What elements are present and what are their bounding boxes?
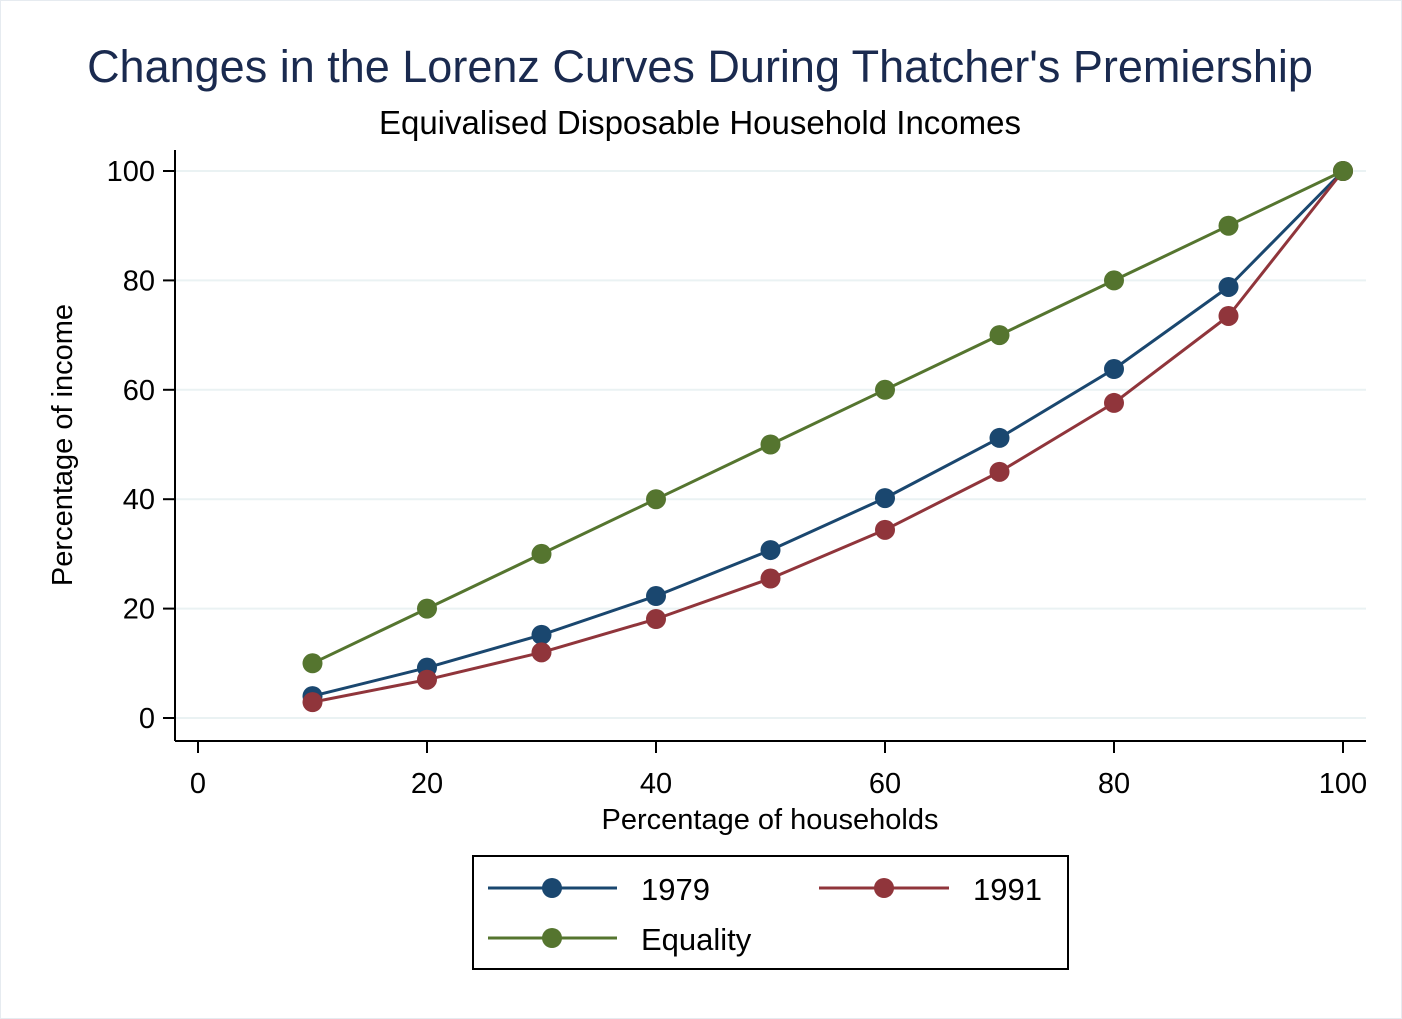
data-point-equality-50 (760, 434, 781, 455)
chart-title: Changes in the Lorenz Curves During That… (87, 41, 1313, 92)
legend-item-1979: 1979 (488, 872, 710, 907)
series-layer (302, 161, 1353, 713)
series-line-1991 (312, 170, 1345, 704)
y-tick-label-60: 60 (123, 375, 155, 407)
data-point-equality-30 (531, 543, 552, 564)
legend-item-1991: 1991 (819, 872, 1042, 907)
chart-subtitle: Equivalised Disposable Household Incomes (379, 104, 1021, 141)
y-ticks: 0 20 40 60 80 100 (107, 156, 175, 735)
legend-label-1991: 1991 (973, 872, 1042, 907)
data-point-equality-70 (989, 325, 1010, 346)
y-axis-label: Percentage of income (47, 304, 79, 586)
legend-marker-1979 (542, 878, 562, 898)
legend-label-1979: 1979 (641, 872, 710, 907)
x-tick-label-40: 40 (640, 768, 672, 800)
data-point-1979-60 (875, 488, 895, 509)
data-point-1991-50 (760, 568, 781, 589)
data-point-equality-100 (1333, 161, 1353, 181)
data-point-1979-80 (1104, 359, 1124, 380)
series-line-equality (311, 169, 1344, 665)
data-point-1979-50 (760, 540, 781, 561)
x-tick-label-20: 20 (411, 768, 443, 800)
series-line-1979 (312, 169, 1345, 698)
data-point-1991-80 (1104, 392, 1124, 413)
y-tick-label-80: 80 (123, 265, 155, 297)
data-point-1991-70 (989, 461, 1010, 482)
data-point-1991-30 (531, 642, 552, 663)
axes (174, 150, 1366, 742)
legend-marker-1991 (874, 878, 894, 898)
data-point-1991-60 (875, 519, 895, 540)
legend-item-equality: Equality (488, 922, 752, 957)
data-point-equality-20 (417, 598, 437, 619)
legend-box (472, 855, 1069, 970)
y-tick-label-0: 0 (139, 703, 155, 735)
x-axis-label: Percentage of households (602, 804, 939, 836)
y-tick-label-100: 100 (107, 156, 155, 188)
data-point-1979-40 (646, 586, 666, 607)
data-point-equality-60 (875, 379, 895, 400)
data-point-1991-40 (646, 608, 666, 629)
legend-label-equality: Equality (641, 922, 752, 957)
data-point-1979-70 (989, 427, 1010, 448)
legend-marker-equality (542, 928, 562, 948)
x-tick-label-0: 0 (190, 768, 206, 800)
data-point-equality-10 (302, 653, 323, 674)
x-ticks: 0 20 40 60 80 100 (190, 741, 1367, 800)
y-tick-label-40: 40 (123, 484, 155, 516)
data-point-equality-90 (1218, 215, 1239, 236)
series-equality (302, 161, 1353, 674)
x-tick-label-60: 60 (869, 768, 901, 800)
series-1991 (302, 161, 1353, 713)
gridlines (176, 170, 1366, 719)
data-point-1979-30 (531, 624, 552, 645)
x-tick-label-100: 100 (1319, 768, 1367, 800)
legend: 1979 1991 Equality (472, 855, 1069, 970)
data-point-1991-20 (417, 669, 437, 690)
data-point-1979-90 (1218, 276, 1239, 297)
data-point-1991-10 (302, 692, 323, 713)
data-point-equality-80 (1104, 270, 1124, 291)
y-tick-label-20: 20 (123, 594, 155, 626)
data-point-equality-40 (646, 489, 666, 510)
data-point-1991-90 (1218, 305, 1239, 326)
x-tick-label-80: 80 (1098, 768, 1130, 800)
